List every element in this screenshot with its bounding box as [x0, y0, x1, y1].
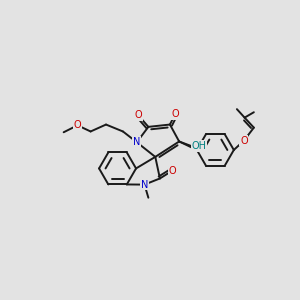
- Text: O: O: [74, 120, 81, 130]
- Text: OH: OH: [191, 141, 206, 151]
- Text: N: N: [133, 137, 140, 147]
- Text: O: O: [172, 109, 179, 119]
- Text: O: O: [240, 136, 248, 146]
- Text: O: O: [134, 110, 142, 120]
- Text: O: O: [168, 166, 176, 176]
- Text: N: N: [141, 180, 148, 190]
